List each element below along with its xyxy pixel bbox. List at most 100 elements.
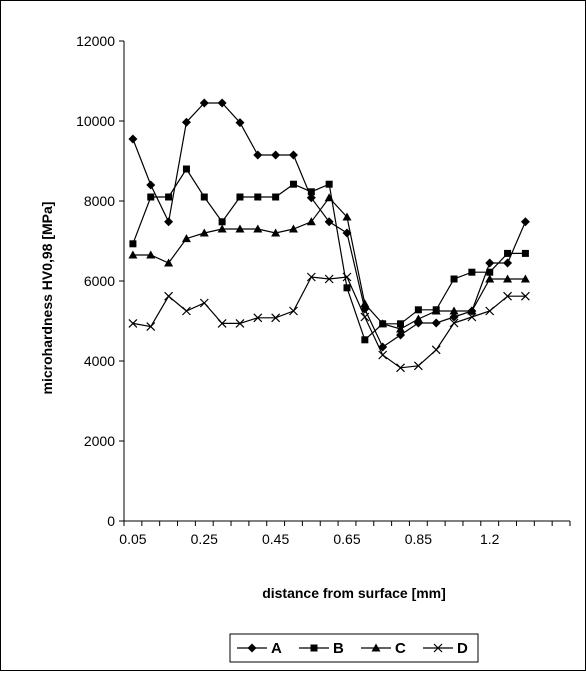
data-point-square	[486, 268, 494, 276]
data-point-square	[289, 180, 297, 188]
data-point-x	[378, 350, 388, 360]
data-point-triangle	[449, 306, 459, 315]
data-point-triangle	[271, 228, 281, 237]
data-point-diamond	[449, 312, 459, 322]
data-point-square	[147, 193, 155, 201]
data-point-square	[307, 188, 315, 196]
data-point-triangle	[342, 212, 352, 221]
data-point-x	[306, 272, 316, 282]
data-point-triangle	[467, 306, 477, 315]
axes: 0 2000 4000 6000 8000 10000 12000 0.05 0.25 0.45 0…	[76, 33, 571, 547]
data-point-triangle	[146, 250, 156, 259]
data-point-diamond	[396, 330, 406, 340]
legend-item-D: D	[423, 640, 468, 657]
data-point-x	[413, 361, 423, 371]
legend-box	[229, 633, 479, 663]
data-point-x	[164, 291, 174, 301]
x-tick-label: 1.2	[480, 531, 500, 547]
data-point-x	[396, 363, 405, 373]
data-point-diamond	[503, 258, 513, 268]
y-tick-label: 6000	[84, 273, 115, 289]
legend-item-C: C	[361, 640, 406, 657]
data-point-triangle	[128, 250, 138, 259]
data-point-square	[361, 336, 369, 344]
y-tick-label: 12000	[76, 33, 115, 49]
data-point-square	[343, 284, 351, 292]
data-point-diamond	[217, 98, 227, 108]
data-point-x	[128, 318, 138, 328]
data-point-diamond	[181, 117, 191, 127]
data-point-x	[324, 274, 334, 284]
data-point-x	[431, 345, 441, 355]
series-D	[128, 272, 530, 373]
data-point-square	[310, 644, 318, 652]
legend-label: D	[457, 640, 468, 657]
x-tick-label: 0.45	[262, 531, 289, 547]
data-point-triangle	[199, 228, 209, 237]
data-point-square	[504, 249, 512, 257]
data-point-square	[450, 275, 458, 283]
data-point-square	[236, 193, 244, 201]
data-point-diamond	[306, 193, 316, 203]
data-point-x	[199, 298, 209, 308]
data-point-diamond	[431, 318, 441, 328]
data-point-triangle	[324, 193, 334, 202]
data-point-triangle	[371, 643, 381, 652]
data-point-triangle	[360, 299, 370, 308]
y-axis-title: microhardness HV0,98 [MPa]	[39, 202, 55, 395]
data-point-diamond	[235, 118, 245, 128]
data-point-diamond	[128, 134, 138, 144]
data-point-square	[468, 268, 476, 276]
data-point-diamond	[146, 180, 156, 190]
data-point-square	[325, 180, 333, 188]
data-point-x	[360, 312, 370, 322]
data-point-triangle	[288, 224, 298, 233]
data-point-square	[254, 193, 262, 201]
data-point-x	[520, 291, 530, 301]
data-point-triangle	[431, 306, 441, 315]
data-point-diamond	[485, 258, 495, 268]
data-point-x	[253, 313, 263, 323]
data-point-triangle	[485, 274, 495, 283]
data-point-x	[433, 643, 443, 653]
data-point-triangle	[253, 224, 263, 233]
data-point-x	[467, 312, 477, 322]
data-point-square	[129, 240, 137, 248]
x-tick-label: 0.05	[119, 531, 146, 547]
data-point-x	[235, 318, 245, 328]
data-point-square	[200, 193, 208, 201]
data-point-square	[397, 320, 405, 328]
legend-label: C	[395, 640, 406, 657]
x-tick-label: 0.85	[405, 531, 432, 547]
data-point-x	[503, 291, 512, 301]
legend-label: B	[333, 640, 344, 657]
y-tick-label: 0	[107, 513, 115, 529]
y-tick-label: 10000	[76, 113, 115, 129]
y-tick-label: 2000	[84, 433, 115, 449]
data-point-diamond	[520, 217, 530, 227]
legend-label: A	[271, 640, 282, 657]
data-point-triangle	[378, 319, 388, 328]
data-point-x	[182, 306, 191, 316]
data-point-diamond	[164, 217, 174, 227]
data-point-square	[414, 306, 422, 314]
y-tick-label: 4000	[84, 353, 115, 369]
data-point-triangle	[396, 324, 406, 333]
data-point-diamond	[271, 150, 281, 160]
data-point-triangle	[520, 274, 530, 283]
series-layer	[128, 98, 530, 373]
series-C	[128, 193, 530, 333]
data-point-triangle	[181, 234, 191, 243]
legend-item-A: A	[237, 640, 282, 657]
data-point-x	[485, 306, 495, 316]
data-point-triangle	[306, 217, 316, 226]
data-point-square	[165, 193, 173, 201]
data-point-triangle	[413, 314, 423, 323]
data-point-x	[342, 272, 352, 282]
x-axis-title: distance from surface [mm]	[262, 585, 446, 601]
data-point-x	[271, 313, 281, 323]
x-tick-label: 0.65	[333, 531, 360, 547]
data-point-square	[182, 165, 190, 173]
